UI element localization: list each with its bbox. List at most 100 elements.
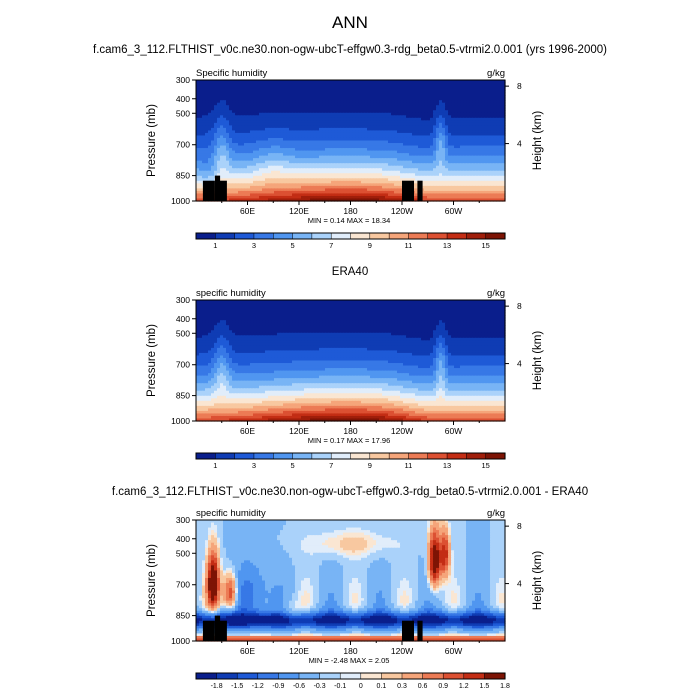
field-cell [301,132,305,137]
field-cell [454,115,458,119]
field-cell [472,130,476,134]
field-cell [364,92,368,96]
field-cell [262,122,266,126]
field-cell [232,112,236,116]
field-cell [493,130,497,134]
field-cell [388,120,392,124]
field-cell [226,117,230,121]
field-cell [457,130,461,134]
field-cell [244,143,248,147]
field-cell [460,87,464,91]
field-cell [280,140,284,144]
field-cell [199,92,203,96]
field-cell [205,107,209,111]
field-cell [472,95,476,99]
field-cell [223,105,227,109]
field-cell [445,122,449,126]
field-cell [421,143,425,147]
field-cell [472,80,476,84]
field-cell [220,92,224,96]
field-cell [394,125,398,129]
field-cell [460,95,464,99]
field-cell [238,110,242,114]
field-cell [442,125,446,129]
field-cell [274,148,278,152]
field-cell [421,145,425,149]
field-cell [340,120,344,124]
field-cell [466,148,470,152]
field-cell [295,85,299,89]
field-cell [319,92,323,96]
field-cell [286,80,290,84]
field-cell [370,137,374,142]
field-cell [343,150,347,154]
field-cell [358,80,362,84]
field-cell [502,87,506,91]
field-cell [334,105,338,109]
field-cell [226,150,230,154]
field-cell [481,122,485,126]
field-cell [226,120,230,124]
field-cell [442,150,446,154]
field-cell [340,85,344,89]
field-cell [388,125,392,129]
field-cell [439,137,443,142]
field-cell [490,120,494,124]
field-cell [220,85,224,89]
field-cell [436,127,440,132]
field-cell [196,137,200,142]
field-cell [292,132,296,137]
field-cell [415,110,419,114]
field-cell [283,150,287,154]
field-cell [304,145,308,149]
field-cell [229,97,233,101]
field-cell [340,87,344,91]
field-cell [304,143,308,147]
field-cell [469,100,473,104]
field-cell [280,120,284,124]
field-cell [343,122,347,126]
field-cell [448,112,452,116]
field-cell [475,90,479,94]
field-cell [373,92,377,96]
field-cell [460,145,464,149]
field-cell [313,82,317,86]
field-cell [352,125,356,129]
field-cell [226,102,230,106]
field-cell [262,150,266,154]
field-cell [487,143,491,147]
field-cell [493,92,497,96]
field-cell [361,117,365,121]
field-cell [376,122,380,126]
field-cell [217,95,221,99]
field-cell [478,130,482,134]
field-cell [313,135,317,139]
field-cell [367,105,371,109]
field-cell [211,92,215,96]
field-cell [427,107,431,111]
field-cell [253,135,257,139]
field-cell [490,107,494,111]
field-cell [493,143,497,147]
field-cell [373,82,377,86]
field-cell [226,140,230,144]
field-cell [418,85,422,89]
field-cell [250,143,254,147]
field-cell [361,80,365,84]
field-cell [220,127,224,132]
field-cell [499,95,503,99]
field-cell [454,112,458,116]
field-cell [343,132,347,137]
field-cell [346,102,350,106]
field-cell [487,120,491,124]
field-cell [490,115,494,119]
field-cell [310,105,314,109]
field-cell [493,145,497,149]
field-cell [352,95,356,99]
field-cell [352,122,356,126]
field-cell [364,132,368,137]
field-cell [385,100,389,104]
field-cell [325,150,329,154]
field-cell [361,148,365,152]
field-cell [397,145,401,149]
